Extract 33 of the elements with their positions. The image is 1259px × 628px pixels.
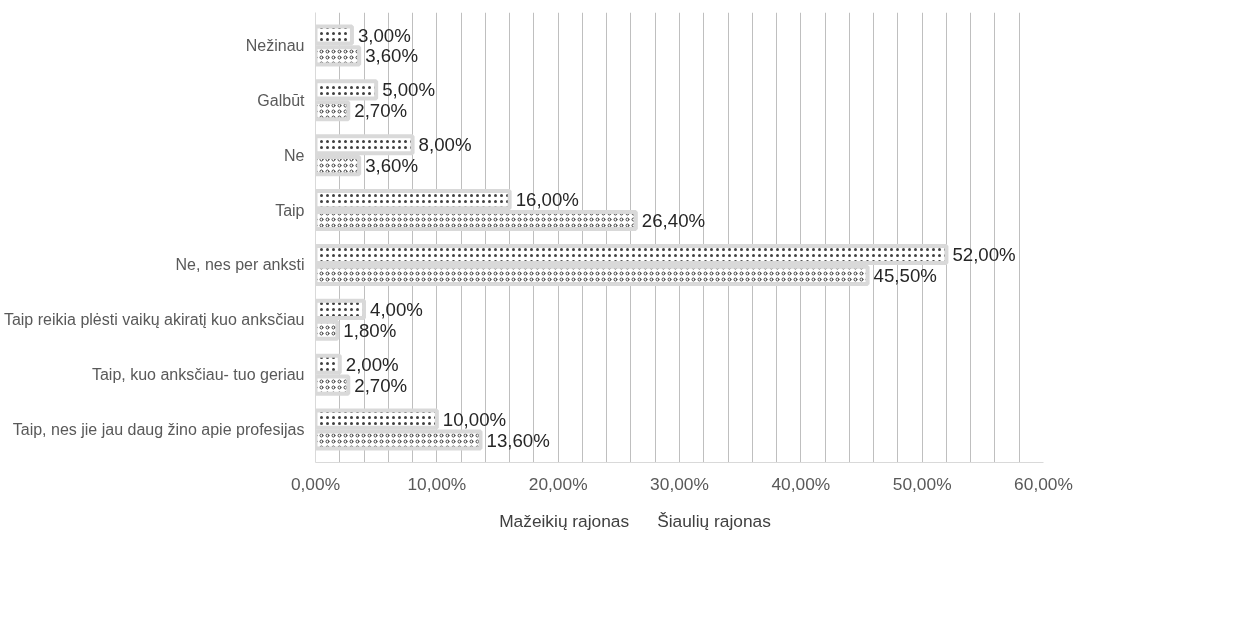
data-label: 2,70% — [354, 100, 408, 122]
y-tick-label: Taip — [275, 201, 305, 219]
x-tick-label: 40,00% — [771, 473, 831, 494]
y-tick-label: Ne — [284, 146, 305, 164]
data-label: 16,00% — [515, 189, 579, 211]
y-tick-label: Ne, nes per anksti — [175, 256, 305, 274]
data-label: 10,00% — [442, 408, 507, 430]
data-label: 45,50% — [873, 264, 937, 286]
data-label: 2,00% — [345, 353, 399, 375]
x-tick-label: 30,00% — [650, 473, 709, 494]
y-tick-label: Taip, nes jie jau daug žino apie profesijas — [12, 421, 305, 439]
data-label: 3,00% — [357, 24, 411, 46]
text: Mažeikių rajonas — [499, 510, 630, 532]
x-tick-label: 60,00% — [1014, 473, 1073, 494]
data-label: 52,00% — [952, 244, 1016, 266]
y-tick-label: Taip reikia plėsti vaikų akiratį kuo anksčiau — [3, 311, 305, 329]
data-label: 4,00% — [370, 298, 423, 320]
y-tick-label: Nežinau — [245, 36, 305, 54]
text: Šiaulių rajonas — [657, 510, 771, 532]
data-label: 5,00% — [382, 79, 436, 101]
x-tick-label: 10,00% — [407, 473, 467, 494]
data-label: 3,60% — [365, 155, 419, 177]
y-tick-label: Taip, kuo anksčiau- tuo geriau — [91, 366, 305, 384]
x-tick-label: 50,00% — [892, 473, 952, 494]
data-label: 8,00% — [418, 134, 472, 156]
x-tick-label: 20,00% — [528, 473, 588, 494]
data-label: 26,40% — [641, 209, 706, 231]
data-label: 1,80% — [343, 319, 397, 341]
data-label: 13,60% — [486, 429, 550, 451]
data-label: 3,60% — [365, 45, 419, 67]
x-tick-label: 0,00% — [290, 473, 341, 494]
data-label: 2,70% — [354, 374, 408, 396]
y-tick-label: Galbūt — [257, 91, 306, 109]
